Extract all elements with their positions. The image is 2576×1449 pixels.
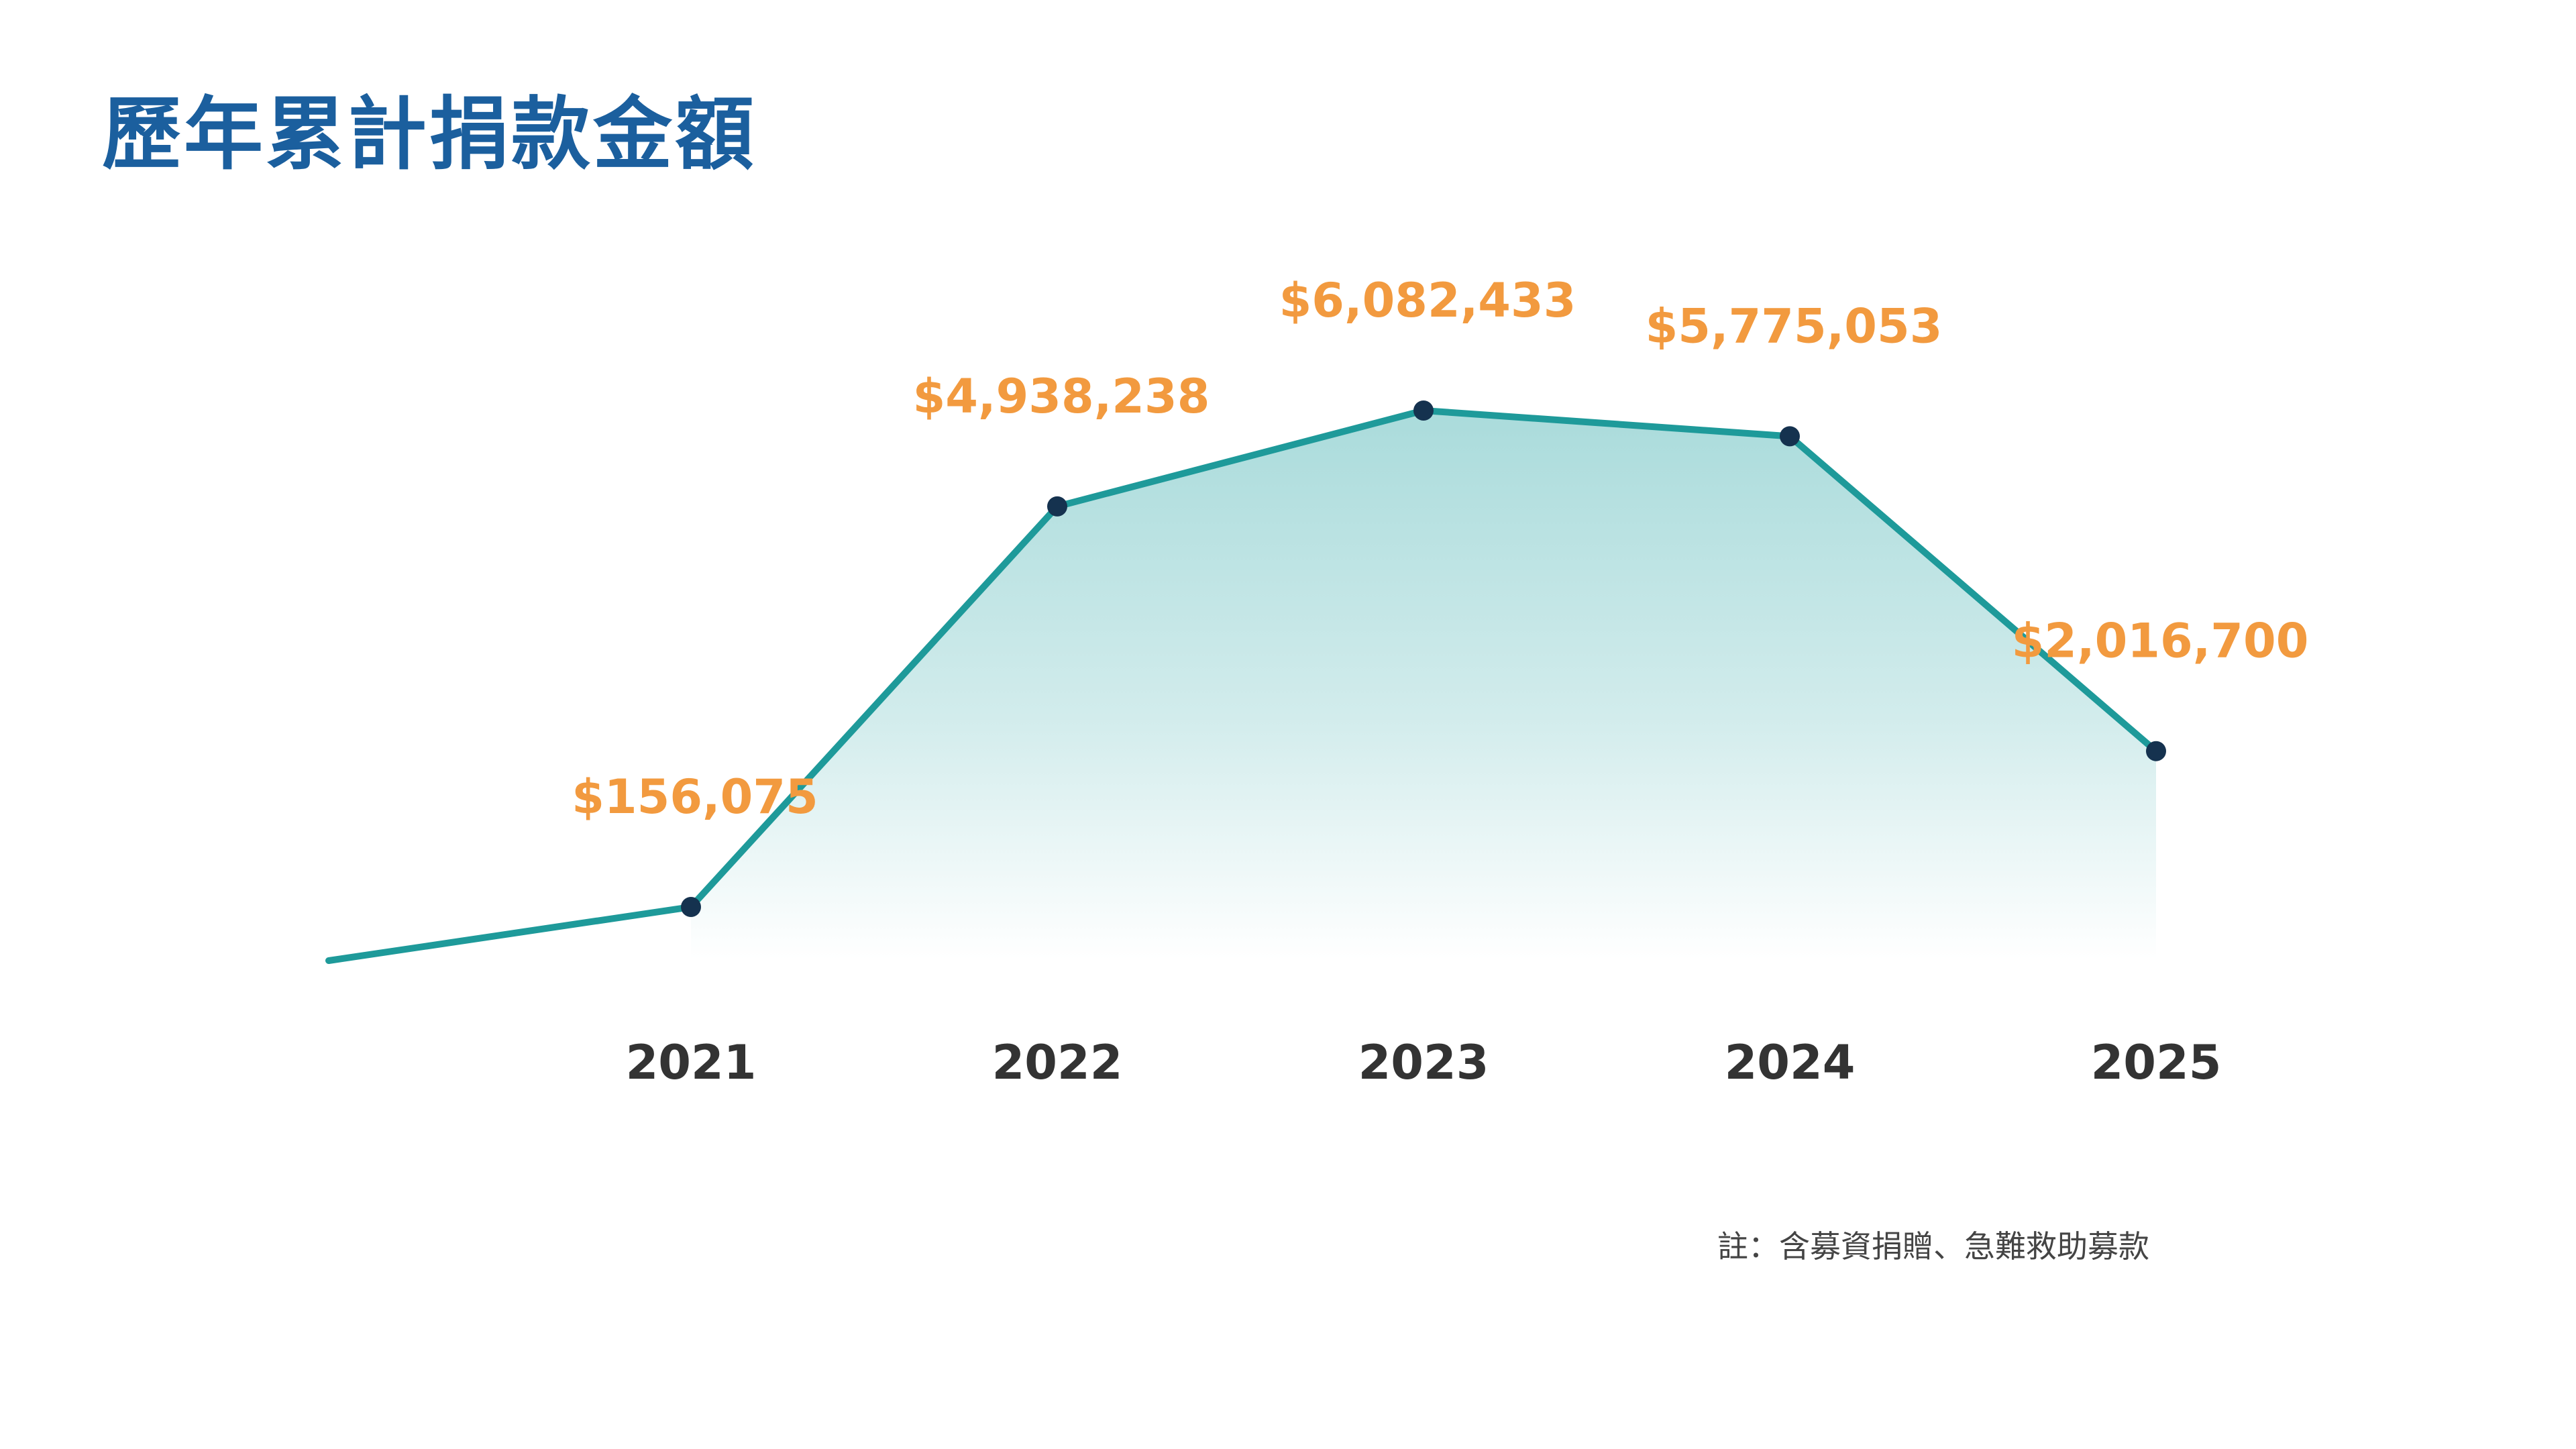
value-label-2021: $156,075 <box>572 769 818 824</box>
x-tick-label-2023: 2023 <box>1358 1035 1489 1090</box>
value-label-2023: $6,082,433 <box>1279 273 1576 328</box>
x-tick-label-2025: 2025 <box>2091 1035 2222 1090</box>
x-tick-label-2022: 2022 <box>992 1035 1123 1090</box>
data-point-2022 <box>1047 496 1067 517</box>
value-label-2024: $5,775,053 <box>1646 299 1943 354</box>
x-tick-label-2024: 2024 <box>1725 1035 1856 1090</box>
footnote: 註：含募資捐贈、急難救助募款 <box>1717 1228 2149 1265</box>
data-point-2025 <box>2146 741 2166 761</box>
series-line <box>325 407 2159 964</box>
page-title: 歷年累計捐款金額 <box>102 88 757 180</box>
x-tick-label-2021: 2021 <box>626 1035 757 1090</box>
data-point-2023 <box>1413 400 1434 421</box>
area-fill <box>691 411 2156 959</box>
data-point-2021 <box>681 897 701 917</box>
value-label-2025: $2,016,700 <box>2012 614 2309 669</box>
data-point-2024 <box>1780 426 1800 447</box>
value-label-2022: $4,938,238 <box>913 369 1210 424</box>
